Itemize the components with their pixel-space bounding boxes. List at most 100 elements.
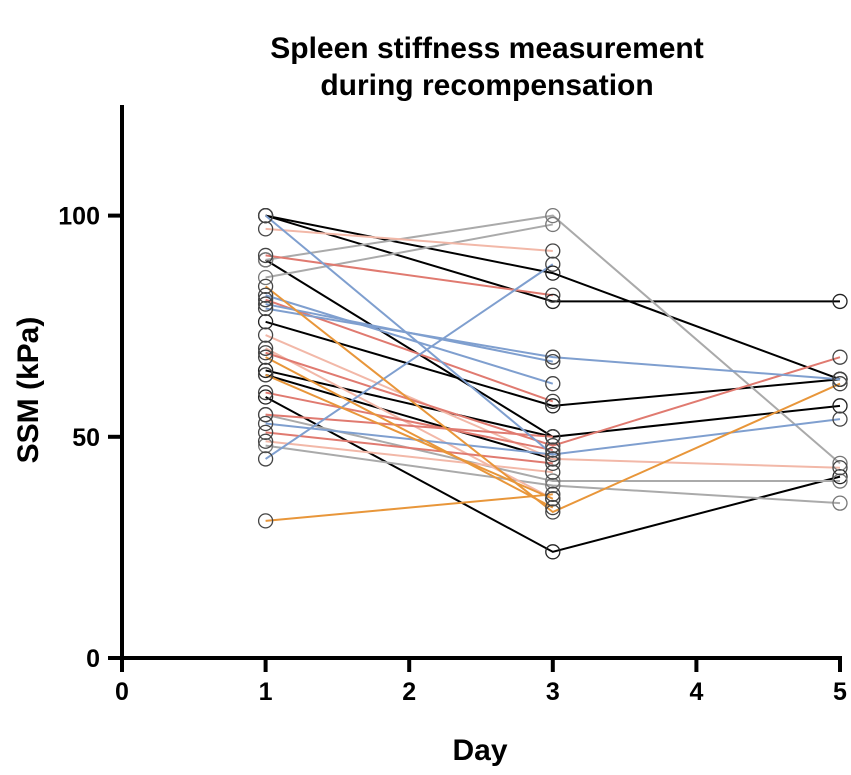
- data-point: [257, 424, 274, 441]
- data-point: [257, 407, 274, 423]
- data-point: [545, 287, 561, 303]
- series-line: [264, 285, 841, 514]
- series-line: [265, 263, 554, 460]
- x-tick-label: 2: [402, 678, 416, 706]
- data-point: [257, 415, 274, 432]
- data-point: [545, 544, 561, 560]
- data-point: [257, 389, 274, 405]
- series-line: [265, 373, 554, 500]
- data-point: [545, 376, 561, 392]
- series-line: [265, 294, 554, 385]
- series-line: [265, 303, 553, 363]
- data-point: [257, 340, 274, 356]
- data-point: [545, 398, 561, 414]
- y-tick-label: 0: [86, 645, 100, 673]
- series-line: [265, 413, 840, 483]
- data-point: [832, 468, 848, 485]
- data-point: [545, 491, 561, 507]
- data-point: [257, 269, 274, 286]
- y-tick-label: 100: [58, 203, 100, 231]
- data-point: [545, 455, 561, 471]
- data-point: [257, 296, 274, 312]
- data-point: [832, 349, 848, 365]
- data-point: [257, 300, 274, 317]
- data-point: [545, 243, 561, 259]
- data-point: [545, 473, 561, 489]
- data-point: [257, 292, 274, 308]
- series-line: [265, 254, 553, 297]
- data-point: [257, 451, 274, 467]
- data-point: [257, 287, 274, 303]
- data-point: [257, 221, 274, 237]
- series-line: [265, 320, 841, 407]
- data-point: [257, 247, 274, 264]
- series-line: [265, 418, 841, 456]
- x-tick-label: 4: [689, 678, 703, 706]
- series-line: [265, 373, 554, 460]
- x-tick-label: 1: [259, 678, 273, 706]
- x-tick-label: 3: [546, 678, 560, 706]
- series-line: [265, 440, 553, 474]
- data-point: [832, 411, 848, 427]
- data-point: [257, 349, 274, 365]
- series-line: [265, 351, 841, 447]
- data-point: [257, 433, 274, 449]
- series-line: [265, 396, 841, 553]
- data-point: [545, 499, 561, 516]
- series-line: [265, 493, 553, 522]
- data-point: [832, 495, 848, 511]
- series-line: [265, 214, 841, 465]
- series-line: [264, 214, 554, 456]
- data-point: [257, 384, 274, 401]
- data-point: [545, 486, 561, 502]
- y-tick-label: 50: [72, 424, 100, 452]
- series-line: [265, 334, 841, 469]
- data-point: [545, 451, 561, 467]
- data-point: [545, 464, 561, 480]
- series-line: [265, 431, 553, 465]
- chart-title-line-1: Spleen stiffness measurement: [270, 32, 704, 65]
- series-line: [265, 391, 553, 452]
- data-point: [832, 371, 848, 387]
- data-point: [545, 207, 561, 224]
- data-point: [257, 207, 274, 224]
- data-point: [545, 265, 561, 281]
- data-point: [545, 442, 561, 458]
- x-tick-label: 5: [833, 678, 847, 706]
- data-point: [545, 216, 561, 233]
- data-point: [545, 256, 561, 272]
- data-point: [257, 314, 274, 330]
- series-line: [265, 214, 841, 381]
- data-point: [832, 473, 848, 489]
- data-point: [545, 429, 561, 445]
- data-point: [545, 353, 561, 370]
- data-point: [257, 367, 274, 383]
- data-point: [832, 293, 848, 310]
- data-point: [257, 513, 274, 529]
- series-line: [265, 227, 553, 252]
- data-point: [257, 345, 274, 361]
- series-line: [265, 356, 554, 509]
- data-point: [257, 252, 274, 268]
- data-point: [545, 437, 561, 454]
- data-point: [257, 362, 274, 379]
- x-tick-label: 0: [115, 678, 129, 706]
- x-axis-label: Day: [452, 734, 507, 767]
- data-point: [832, 460, 848, 476]
- data-point: [832, 455, 848, 471]
- series-line: [265, 413, 553, 438]
- data-point: [545, 349, 561, 365]
- data-point: [257, 278, 274, 295]
- data-point: [545, 477, 561, 494]
- data-point: [832, 398, 848, 414]
- data-point: [257, 437, 274, 454]
- y-axis-label: SSM (kPa): [12, 317, 45, 464]
- series-line: [265, 223, 553, 279]
- data-point: [545, 446, 561, 463]
- series-line: [265, 444, 841, 505]
- data-point: [545, 393, 561, 410]
- data-point: [832, 376, 848, 392]
- data-point: [545, 504, 561, 520]
